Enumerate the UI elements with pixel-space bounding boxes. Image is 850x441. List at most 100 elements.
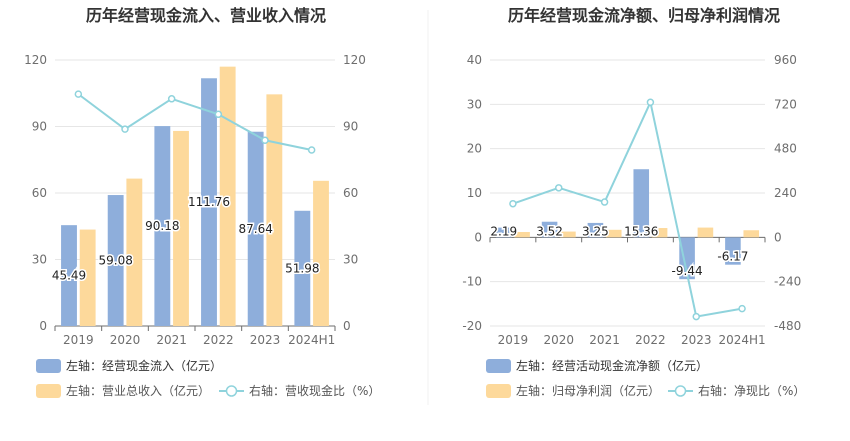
bar-data-label: 59.08 <box>98 254 132 268</box>
bar-data-label: -6.17 <box>717 250 748 264</box>
bar-primary <box>587 222 604 238</box>
bar-primary <box>61 225 77 326</box>
ratio-line <box>512 99 743 318</box>
legend-swatch <box>486 384 511 398</box>
ratio-point <box>74 90 83 98</box>
legend-marker <box>674 385 687 397</box>
left-axis-tick: 90 <box>32 120 47 134</box>
x-axis-tick-label: 2021 <box>589 333 620 347</box>
bar-primary <box>107 195 124 326</box>
legend-label: 左轴：经营现金流入（亿元） <box>66 358 222 373</box>
x-axis-tick-label: 2021 <box>156 333 187 347</box>
left-axis-tick: 0 <box>474 230 482 244</box>
x-axis-tick-label: 2022 <box>635 333 666 347</box>
bar-primary <box>679 237 695 280</box>
bar-primary <box>495 227 512 238</box>
bar-primary <box>633 169 650 238</box>
x-axis-tick-label: 2020 <box>543 333 574 347</box>
ratio-point <box>692 312 700 321</box>
bar-data-label: 15.36 <box>624 224 658 238</box>
legend-swatch <box>36 384 61 398</box>
right-axis-tick: 0 <box>774 230 782 244</box>
right-axis-tick: 120 <box>343 53 366 67</box>
bar-secondary <box>79 229 96 326</box>
ratio-point <box>261 136 269 144</box>
chart-title: 历年经营现金流净额、归母净利润情况 <box>508 6 780 25</box>
bar-primary <box>154 126 171 326</box>
ratio-point <box>738 304 746 313</box>
bar-data-label: 3.52 <box>536 224 563 238</box>
legend-label: 右轴：营收现金比（%） <box>249 383 380 398</box>
legend-marker <box>225 385 238 397</box>
right-axis-tick: 90 <box>343 120 358 134</box>
legend-label: 右轴：净现比（%） <box>698 383 805 398</box>
right-axis-tick: -480 <box>774 319 801 333</box>
x-axis-tick-label: 2022 <box>203 333 234 347</box>
left-axis-tick: 30 <box>467 97 482 111</box>
x-axis-tick-label: 2023 <box>681 333 712 347</box>
left-axis-tick: 10 <box>467 186 482 200</box>
bar-secondary <box>560 231 576 238</box>
ratio-point <box>600 198 609 206</box>
right-axis-tick: 240 <box>774 186 797 200</box>
left-axis-tick: 120 <box>24 53 47 67</box>
bar-secondary <box>605 229 622 238</box>
bar-data-label: 111.76 <box>188 195 230 209</box>
right-axis-tick: 60 <box>343 186 358 200</box>
bar-data-label: 3.25 <box>582 224 609 238</box>
bar-secondary <box>313 180 329 326</box>
left-axis-tick: 40 <box>467 53 482 67</box>
bar-secondary <box>514 232 530 238</box>
chart-title: 历年经营现金流入、营业收入情况 <box>86 6 326 25</box>
bar-data-label: 90.18 <box>145 219 179 233</box>
bar-primary <box>201 78 217 326</box>
bar-primary <box>541 221 558 238</box>
left-axis-tick: 0 <box>39 319 47 333</box>
bar-secondary <box>219 66 236 327</box>
bar-data-label: 87.64 <box>238 222 272 236</box>
x-axis-tick-label: 2024H1 <box>288 333 335 347</box>
bar-data-label: 2.19 <box>490 224 517 238</box>
bar-secondary <box>697 227 714 238</box>
ratio-point <box>555 184 563 192</box>
right-axis-tick: -240 <box>774 275 801 289</box>
ratio-point <box>214 110 223 119</box>
bar-data-label: -9.44 <box>672 264 703 278</box>
bar-primary <box>725 237 741 265</box>
ratio-point <box>509 199 517 208</box>
bar-data-label: 51.98 <box>285 261 319 275</box>
right-axis-tick: 30 <box>343 253 358 267</box>
ratio-point <box>121 125 129 133</box>
legend-swatch <box>486 359 511 373</box>
bar-secondary <box>126 178 143 326</box>
legend-label: 左轴：归母净利润（亿元） <box>516 383 660 398</box>
bar-primary <box>294 210 311 326</box>
legend-label: 左轴：经营活动现金流净额（亿元） <box>516 358 708 373</box>
right-axis-tick: 480 <box>774 142 797 156</box>
ratio-point <box>307 146 316 154</box>
legend-label: 左轴：营业总收入（亿元） <box>66 383 210 398</box>
x-axis-tick-label: 2019 <box>498 333 529 347</box>
x-axis-tick-label: 2023 <box>250 333 281 347</box>
ratio-point <box>167 95 176 103</box>
bar-data-label: 45.49 <box>52 269 86 283</box>
bar-secondary <box>743 230 760 238</box>
bar-primary <box>247 131 264 326</box>
x-axis-tick-label: 2024H1 <box>718 333 765 347</box>
right-axis-tick: 960 <box>774 53 797 67</box>
x-axis-tick-label: 2020 <box>110 333 141 347</box>
left-axis-tick: 30 <box>32 253 47 267</box>
x-axis-tick-label: 2019 <box>63 333 94 347</box>
bar-secondary <box>266 94 283 326</box>
right-axis-tick: 720 <box>774 97 797 111</box>
left-axis-tick: -20 <box>462 319 482 333</box>
bar-secondary <box>651 228 668 238</box>
legend-swatch <box>36 359 61 373</box>
left-axis-tick: 20 <box>467 142 482 156</box>
left-axis-tick: -10 <box>462 275 482 289</box>
left-axis-tick: 60 <box>32 186 47 200</box>
ratio-point <box>646 98 655 107</box>
right-axis-tick: 0 <box>343 319 351 333</box>
ratio-line <box>77 93 312 151</box>
